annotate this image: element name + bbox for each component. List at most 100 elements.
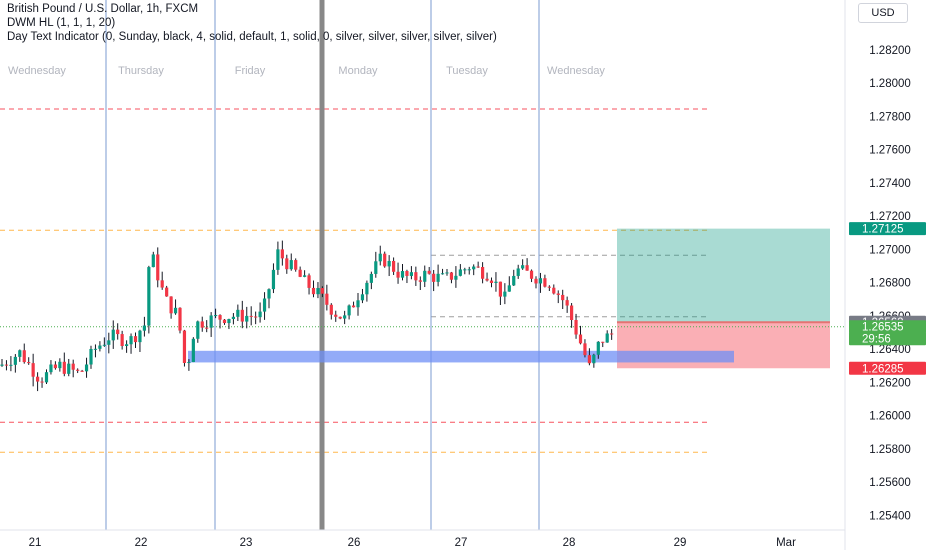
candle-body [316, 288, 320, 295]
candle-body [258, 311, 262, 318]
candle-body [516, 268, 520, 276]
candle-body [169, 296, 173, 314]
target-zone [617, 228, 830, 323]
price-tick-label: 1.27000 [869, 244, 911, 256]
time-tick-label: 22 [135, 537, 148, 549]
weekday-label: Monday [338, 65, 378, 77]
candle-body [178, 307, 182, 331]
candle-body [592, 354, 596, 364]
candle-body [458, 269, 462, 276]
candle-body [472, 266, 476, 270]
candle-body [387, 260, 391, 267]
candle-body [529, 270, 534, 279]
candle-body [156, 254, 160, 281]
candle-body [525, 265, 529, 271]
candle-body [222, 319, 227, 324]
candle-body [4, 364, 9, 366]
candle-body [436, 273, 440, 282]
candle-body [445, 272, 449, 274]
price-badge-label: 1.26285 [862, 363, 904, 375]
candle-body [280, 249, 284, 259]
candle-body [561, 294, 565, 301]
symbol-title[interactable]: British Pound / U.S. Dollar, 1h, FXCM [7, 3, 199, 15]
candle-body [267, 289, 271, 299]
candle-body [271, 269, 276, 290]
candle-body [18, 350, 22, 357]
price-badge-label: 1.26535 [862, 322, 904, 334]
time-tick-label: 28 [563, 537, 576, 549]
candle-body [209, 315, 213, 328]
candle-body [449, 272, 454, 280]
candle-body [320, 288, 324, 294]
candle-body [334, 314, 338, 317]
candle-body [173, 307, 178, 314]
currency-button[interactable]: USD [858, 3, 908, 23]
candle-body [13, 356, 17, 365]
weekday-label: Tuesday [446, 65, 488, 77]
price-tick-label: 1.28000 [869, 78, 911, 90]
candle-body [418, 280, 422, 282]
week-separator [319, 0, 325, 530]
candle-body [214, 315, 218, 317]
candle-body [605, 333, 609, 343]
candle-body [254, 316, 258, 318]
candle-body [476, 266, 480, 268]
price-tick-label: 1.25400 [869, 510, 911, 522]
candle-body [98, 345, 102, 349]
candle-body [303, 275, 307, 277]
candle-body [374, 261, 378, 274]
candle-body [570, 305, 574, 321]
indicator-day-text[interactable]: Day Text Indicator (0, Sunday, black, 4,… [7, 31, 497, 43]
indicator-dwm-hl[interactable]: DWM HL (1, 1, 1, 20) [7, 17, 116, 29]
price-tick-label: 1.28200 [869, 45, 911, 57]
candle-body [481, 267, 485, 279]
candle-body [489, 280, 494, 283]
candle-body [325, 293, 329, 305]
candle-body [578, 334, 583, 344]
candle-body [400, 271, 405, 278]
candle-body [556, 293, 560, 295]
candle-body [40, 381, 44, 383]
candle-body [383, 253, 387, 267]
price-tick-label: 1.27600 [869, 145, 911, 157]
candle-body [587, 355, 591, 364]
candle-body [187, 362, 191, 364]
candle-body [534, 278, 538, 284]
candle-body [116, 329, 120, 335]
candle-body [182, 330, 187, 363]
candle-body [285, 258, 289, 270]
candle-body [485, 278, 489, 281]
candle-body [360, 294, 365, 301]
candle-body [22, 350, 26, 363]
candle-body [49, 364, 53, 373]
candle-body [338, 316, 342, 319]
price-badge [849, 332, 926, 346]
candle-body [80, 370, 84, 372]
candle-body [427, 270, 431, 274]
candle-body [298, 269, 302, 277]
price-tick-label: 1.26400 [869, 344, 911, 356]
candle-body [369, 273, 373, 283]
candle-body [538, 278, 543, 284]
time-tick-label: 23 [240, 537, 253, 549]
candle-body [27, 362, 31, 364]
price-tick-label: 1.27200 [869, 211, 911, 223]
candle-body [31, 363, 35, 377]
weekday-label: Wednesday [547, 65, 605, 77]
candle-body [36, 376, 40, 382]
candle-body [356, 300, 360, 308]
candle-body [463, 269, 467, 271]
price-badge [849, 361, 926, 375]
candle-body [601, 341, 605, 343]
candle-body [249, 315, 253, 317]
candle-body [343, 315, 347, 319]
candle-body [160, 280, 164, 288]
candle-body [347, 305, 351, 316]
candle-body [596, 341, 600, 355]
candle-body [147, 267, 151, 326]
candle-body [503, 291, 507, 297]
candle-body [196, 321, 200, 339]
candle-body [71, 363, 75, 370]
